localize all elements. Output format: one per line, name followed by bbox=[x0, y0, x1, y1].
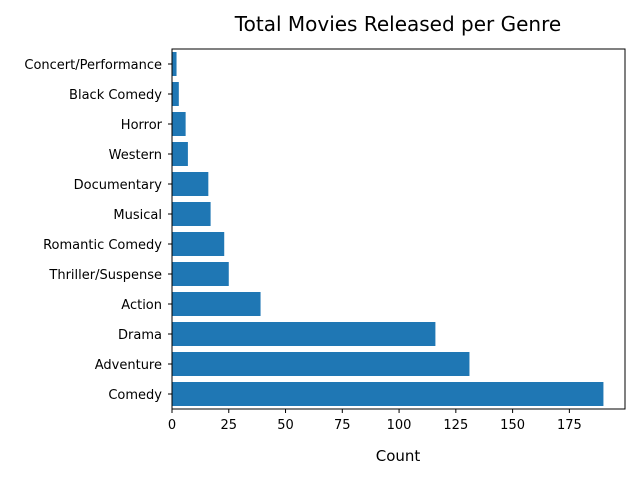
x-axis-ticks: 0 25 50 75 100 125 150 175 bbox=[168, 409, 582, 433]
y-tick-label: Adventure bbox=[95, 358, 162, 373]
y-tick-label: Comedy bbox=[108, 388, 162, 403]
bar-romantic-comedy bbox=[172, 232, 225, 256]
bar-black-comedy bbox=[172, 82, 179, 106]
plot-frame bbox=[171, 48, 626, 410]
bar-concert-performance bbox=[172, 52, 177, 76]
x-tick-label: 0 bbox=[168, 418, 176, 433]
x-tick-label: 50 bbox=[277, 418, 294, 433]
bar-musical bbox=[172, 202, 211, 226]
x-tick-label: 100 bbox=[387, 418, 412, 433]
x-tick-label: 150 bbox=[500, 418, 525, 433]
bar-drama bbox=[172, 322, 436, 346]
bar-action bbox=[172, 292, 261, 316]
bar-documentary bbox=[172, 172, 209, 196]
bars-group bbox=[172, 52, 604, 406]
y-tick-label: Concert/Performance bbox=[24, 58, 162, 73]
y-tick-label: Drama bbox=[118, 328, 162, 343]
y-tick-label: Western bbox=[109, 148, 162, 163]
y-tick-label: Musical bbox=[113, 208, 162, 223]
bar-thriller-suspense bbox=[172, 262, 229, 286]
x-tick-label: 125 bbox=[443, 418, 468, 433]
bar-comedy bbox=[172, 382, 604, 406]
x-tick-label: 25 bbox=[220, 418, 237, 433]
x-tick-label: 175 bbox=[557, 418, 582, 433]
y-axis-ticks: Comedy Adventure Drama Action Thriller/Suspe… bbox=[24, 58, 172, 403]
y-tick-label: Romantic Comedy bbox=[43, 238, 162, 253]
bar-western bbox=[172, 142, 188, 166]
axes-frame bbox=[171, 48, 626, 410]
y-tick-label: Action bbox=[121, 298, 162, 313]
y-tick-label: Horror bbox=[121, 118, 163, 133]
chart-title: Total Movies Released per Genre bbox=[234, 12, 561, 36]
y-tick-label: Documentary bbox=[74, 178, 163, 193]
bar-horror bbox=[172, 112, 186, 136]
bar-adventure bbox=[172, 352, 470, 376]
x-axis-label: Count bbox=[376, 447, 421, 465]
y-tick-label: Black Comedy bbox=[69, 88, 162, 103]
y-tick-label: Thriller/Suspense bbox=[48, 268, 162, 283]
x-tick-label: 75 bbox=[334, 418, 351, 433]
